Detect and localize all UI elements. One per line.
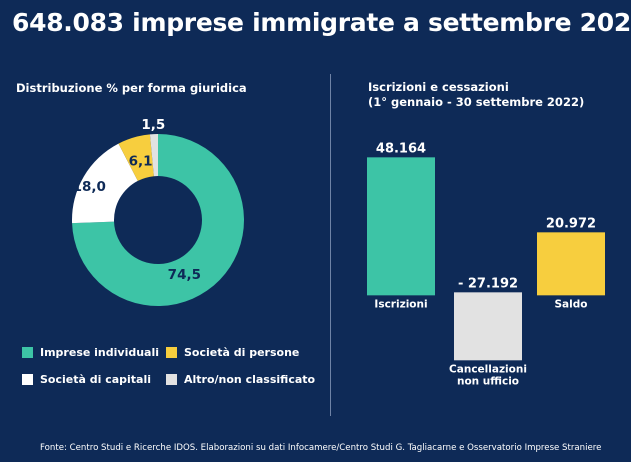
legend-item-altro: Altro/non classificato xyxy=(166,373,315,386)
legend-swatch-yellow xyxy=(166,347,177,358)
source-note: Fonte: Centro Studi e Ricerche IDOS. Ela… xyxy=(40,443,602,453)
bar-category-label-cancellazioni: non ufficio xyxy=(457,375,519,387)
donut-slice-altro xyxy=(149,134,158,177)
donut-value-label-societa-di-capitali: 18,0 xyxy=(73,179,106,195)
panel-divider xyxy=(330,74,331,416)
donut-slice-imprese-individuali xyxy=(72,134,245,306)
page-title: 648.083 imprese immigrate a settembre 20… xyxy=(12,8,631,37)
donut-chart-title: Distribuzione % per forma giuridica xyxy=(16,81,247,95)
bar-value-label-iscrizioni: 48.164 xyxy=(376,141,426,156)
bar-category-label-iscrizioni: Iscrizioni xyxy=(374,298,427,310)
donut-slice-societa-di-persone xyxy=(118,134,154,181)
legend-label: Società di capitali xyxy=(40,373,152,386)
bar-category-label-cancellazioni: Cancellazioni xyxy=(449,363,527,375)
bar-saldo xyxy=(537,232,605,296)
legend-swatch-gray xyxy=(166,374,177,385)
legend-label: Imprese individuali xyxy=(40,346,160,359)
legend-item-imprese-individuali: Imprese individuali xyxy=(22,346,159,359)
legend-item-societa-di-persone: Società di persone xyxy=(166,346,299,359)
legend-label: Altro/non classificato xyxy=(184,373,316,386)
bar-cancellazioni xyxy=(454,292,522,361)
legend-item-societa-di-capitali: Società di capitali xyxy=(22,373,151,386)
bar-value-label-cancellazioni: - 27.192 xyxy=(458,276,518,291)
bar-chart-title: Iscrizioni e cessazioni xyxy=(368,80,509,94)
bar-chart: 48.164 - 27.192 20.972 Iscrizioni Cancellazi… xyxy=(367,141,605,387)
bar-category-label-saldo: Saldo xyxy=(555,298,588,310)
donut-chart: 74,5 18,0 6,1 1,5 xyxy=(72,117,245,306)
legend-swatch-teal xyxy=(22,347,33,358)
bar-chart-subtitle: (1° gennaio - 30 settembre 2022) xyxy=(368,95,585,109)
bar-iscrizioni xyxy=(367,157,435,296)
donut-value-label-altro: 1,5 xyxy=(141,117,165,133)
donut-value-label-societa-di-persone: 6,1 xyxy=(129,154,153,170)
legend-label: Società di persone xyxy=(184,346,300,359)
legend-swatch-white xyxy=(22,374,33,385)
donut-slice-societa-di-capitali xyxy=(72,143,138,224)
bar-value-label-saldo: 20.972 xyxy=(546,216,596,231)
donut-value-label-imprese-individuali: 74,5 xyxy=(168,267,201,283)
